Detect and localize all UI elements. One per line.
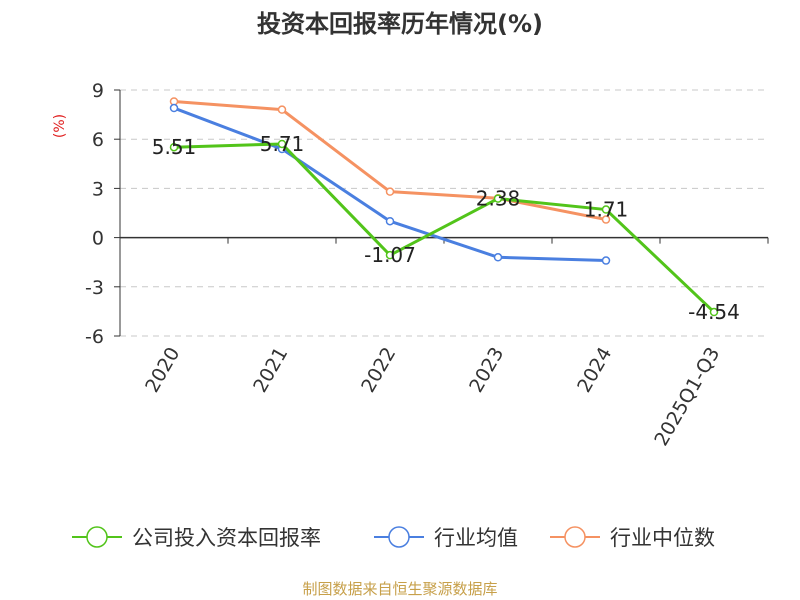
legend-label: 行业中位数 [610, 526, 715, 550]
data-point [601, 205, 611, 214]
data-point [385, 187, 395, 196]
data-label: -4.54 [688, 300, 740, 324]
y-tick-label: 9 [92, 80, 104, 102]
source-note: 制图数据来自恒生聚源数据库 [302, 580, 497, 598]
data-point [277, 139, 287, 149]
data-point [601, 256, 611, 265]
legend-label: 行业均值 [434, 526, 518, 550]
x-tick-label: 2024 [573, 344, 616, 397]
data-point [493, 253, 503, 262]
data-point [709, 307, 719, 317]
data-point [385, 216, 395, 226]
data-point [493, 194, 503, 203]
x-tick-label: 2025Q1-Q3 [650, 344, 724, 450]
data-point [385, 250, 395, 260]
y-tick-label: 0 [92, 228, 104, 250]
chart-title: 投资本回报率历年情况(%) [257, 10, 543, 38]
y-tick-label: 3 [92, 178, 104, 200]
legend-marker [564, 526, 586, 548]
data-point [169, 142, 179, 152]
data-label: 5.71 [260, 132, 305, 156]
x-tick-label: 2023 [465, 344, 508, 397]
data-label: 5.51 [152, 135, 197, 159]
x-tick-label: 2021 [249, 344, 292, 397]
legend-marker [86, 526, 108, 548]
y-tick-label: 6 [92, 129, 104, 151]
y-tick-label: -6 [85, 326, 104, 348]
data-point [277, 105, 287, 114]
x-tick-label: 2022 [357, 344, 400, 397]
data-label: 1.71 [584, 198, 629, 222]
legend-label: 公司投入资本回报率 [132, 526, 321, 550]
series-line [173, 142, 716, 314]
data-point [169, 103, 179, 113]
y-tick-label: -3 [85, 277, 104, 299]
legend-marker [388, 526, 410, 548]
data-label: 2.38 [476, 187, 521, 211]
data-label: -1.07 [364, 243, 416, 267]
x-tick-label: 2020 [141, 344, 184, 397]
y-axis-unit: (%) [52, 114, 68, 138]
data-point [601, 215, 611, 224]
